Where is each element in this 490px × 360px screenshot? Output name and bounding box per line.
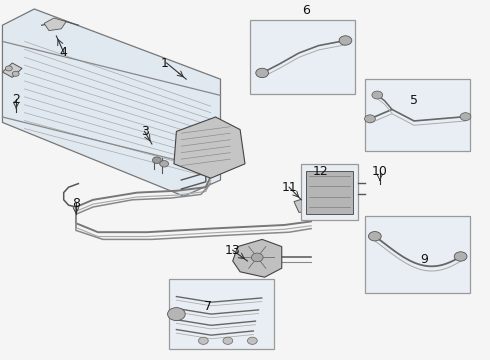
Circle shape xyxy=(460,113,471,121)
Text: 11: 11 xyxy=(281,181,297,194)
FancyBboxPatch shape xyxy=(365,79,470,151)
Text: 5: 5 xyxy=(410,94,418,107)
Circle shape xyxy=(160,161,169,167)
Polygon shape xyxy=(233,239,282,277)
Circle shape xyxy=(12,71,19,76)
Text: 10: 10 xyxy=(372,165,388,177)
Text: 8: 8 xyxy=(72,197,80,210)
Polygon shape xyxy=(174,117,245,178)
Circle shape xyxy=(372,91,383,99)
Text: 1: 1 xyxy=(160,57,168,69)
Circle shape xyxy=(168,307,185,321)
Circle shape xyxy=(198,337,208,345)
FancyBboxPatch shape xyxy=(365,216,470,293)
Circle shape xyxy=(251,253,263,262)
FancyBboxPatch shape xyxy=(250,20,355,94)
Text: 7: 7 xyxy=(204,300,212,312)
Circle shape xyxy=(5,66,12,71)
Polygon shape xyxy=(294,196,321,212)
Circle shape xyxy=(454,252,467,261)
FancyBboxPatch shape xyxy=(169,279,274,349)
Circle shape xyxy=(365,115,375,123)
Polygon shape xyxy=(2,63,22,77)
Text: 3: 3 xyxy=(141,125,148,138)
Text: 9: 9 xyxy=(420,253,428,266)
Polygon shape xyxy=(2,9,220,196)
Text: 13: 13 xyxy=(225,244,241,257)
Text: 12: 12 xyxy=(313,165,329,177)
Circle shape xyxy=(256,68,269,78)
Text: 4: 4 xyxy=(60,46,68,59)
Bar xyxy=(306,171,353,214)
Circle shape xyxy=(339,36,352,45)
Circle shape xyxy=(247,337,257,345)
Polygon shape xyxy=(44,18,66,31)
Circle shape xyxy=(223,337,233,345)
Circle shape xyxy=(152,157,161,163)
Circle shape xyxy=(368,231,381,241)
Text: 6: 6 xyxy=(302,4,310,17)
Text: 2: 2 xyxy=(12,93,20,105)
FancyBboxPatch shape xyxy=(301,164,358,220)
